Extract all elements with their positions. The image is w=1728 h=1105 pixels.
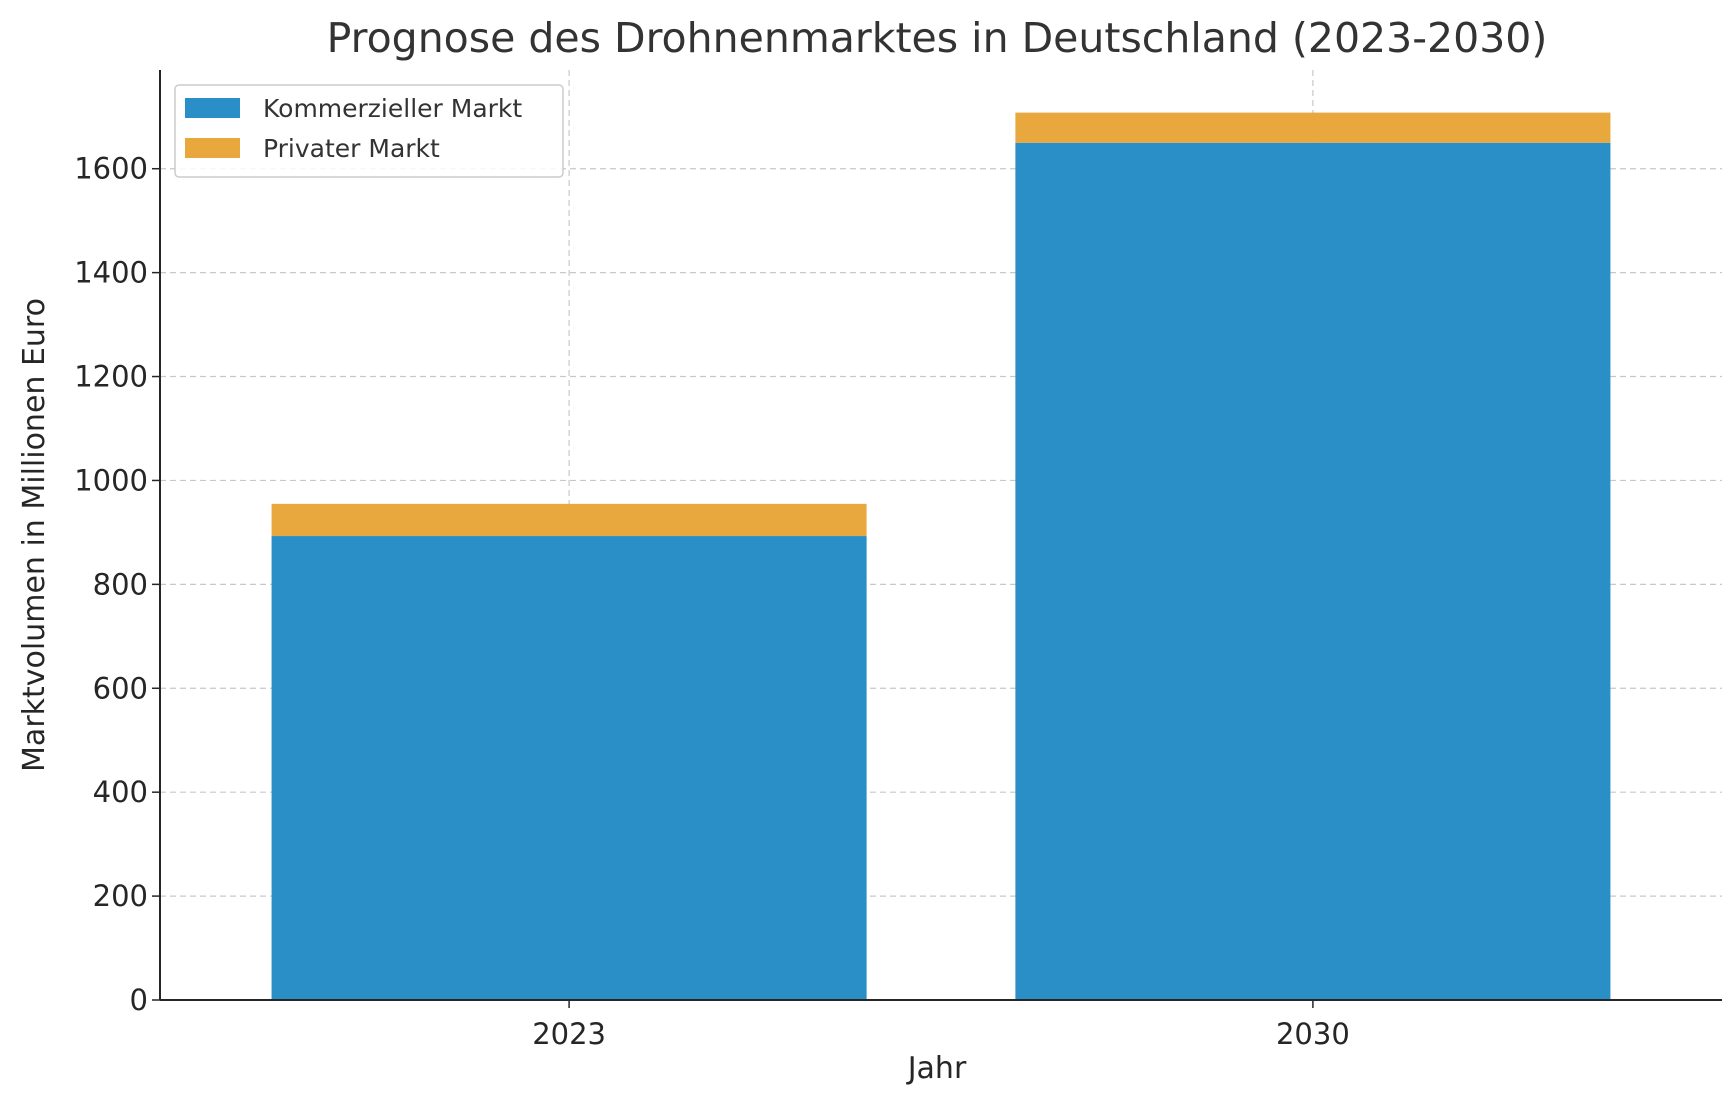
y-tick-label: 1200	[74, 360, 148, 394]
bar-kommerziell-2023	[271, 536, 867, 1000]
legend-items: Kommerzieller Markt Privater Markt	[185, 94, 522, 163]
chart-title: Prognose des Drohnenmarktes in Deutschla…	[327, 14, 1548, 62]
legend-label: Privater Markt	[263, 134, 440, 163]
y-tick-label: 1400	[74, 256, 148, 290]
y-axis-label: Marktvolumen in Millionen Euro	[17, 298, 52, 772]
axes	[152, 70, 1722, 1008]
x-axis-label: Jahr	[906, 1051, 967, 1086]
legend-frame	[174, 84, 564, 178]
bar-kommerziell-2030	[1015, 142, 1611, 1000]
y-tick-label: 200	[93, 879, 148, 913]
bars	[271, 112, 1611, 1000]
tick-labels: 0 200 400 600 800 1000 1200 1400 1600 2023 2030	[74, 152, 1350, 1051]
legend-swatch	[185, 98, 240, 118]
legend-swatch	[185, 138, 240, 158]
y-tick-label: 1000	[74, 463, 148, 497]
y-tick-label: 600	[93, 671, 148, 705]
y-tick-label: 400	[93, 775, 148, 809]
y-tick-label: 0	[130, 983, 148, 1017]
bar-privat-2023	[271, 503, 867, 537]
bar-privat-2030	[1015, 112, 1611, 143]
legend-label: Kommerzieller Markt	[263, 94, 522, 123]
y-tick-label: 800	[93, 567, 148, 601]
y-tick-label: 1600	[74, 152, 148, 186]
x-tick-label: 2030	[1276, 1017, 1350, 1051]
x-tick-label: 2023	[532, 1017, 606, 1051]
legend: Kommerzieller Markt Privater Markt	[174, 84, 564, 178]
